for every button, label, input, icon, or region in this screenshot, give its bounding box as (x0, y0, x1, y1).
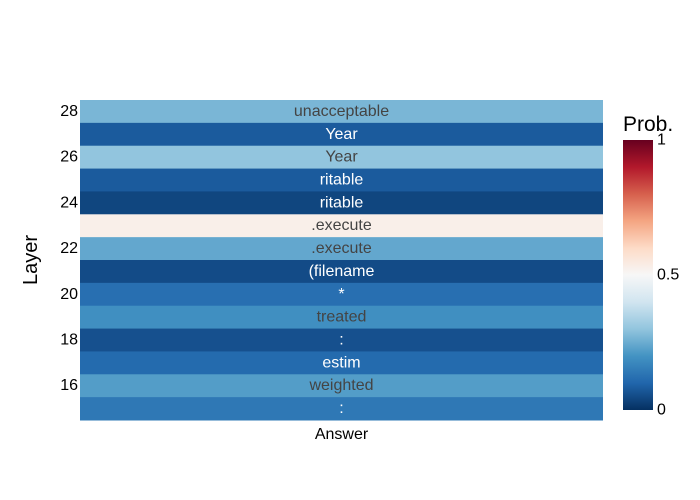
heatmap-cell (80, 145, 603, 170)
cell-label: estim (322, 354, 360, 371)
cell-label: : (339, 400, 343, 417)
colorbar-tick-label: 0 (657, 402, 666, 419)
heatmap-cell (80, 191, 603, 215)
heatmap-cell (80, 305, 603, 330)
colorbar: Prob. 00.51 (623, 113, 679, 419)
heatmap-cell (80, 374, 603, 398)
colorbar-gradient (623, 140, 653, 410)
cell-label: .execute (311, 240, 372, 257)
cell-label: Year (325, 126, 358, 143)
cell-label: (filename (309, 263, 375, 280)
heatmap-cell (80, 168, 603, 192)
y-axis-title: Layer (20, 235, 42, 285)
heatmap-cells: unacceptable Year Year ritable ritable .execu… (80, 100, 603, 421)
y-tick-label: 18 (60, 332, 78, 349)
cell-label: weighted (308, 377, 373, 394)
heatmap-cell (80, 351, 603, 375)
heatmap-cell (80, 328, 603, 352)
cell-label: : (339, 332, 343, 349)
y-tick-label: 26 (60, 149, 78, 166)
y-tick-label: 22 (60, 240, 78, 257)
heatmap-cell (80, 260, 603, 284)
x-axis-ticks: Answer (315, 426, 369, 443)
cell-label: .execute (311, 217, 372, 234)
heatmap-cell (80, 122, 603, 147)
colorbar-tick-label: 0.5 (657, 267, 679, 284)
y-tick-label: 16 (60, 377, 78, 394)
cell-label: ritable (320, 194, 364, 211)
colorbar-ticks: 00.51 (657, 132, 679, 419)
cell-label: ritable (320, 172, 364, 189)
cell-label: * (338, 286, 344, 303)
colorbar-tick-label: 1 (657, 132, 666, 149)
y-tick-label: 24 (60, 194, 78, 211)
y-axis-ticks: 28 26 24 22 20 18 16 (60, 103, 78, 394)
cell-label: unacceptable (294, 103, 389, 120)
cell-label: Year (325, 149, 358, 166)
heatmap-cell (80, 100, 603, 124)
heatmap-cell (80, 282, 603, 307)
x-tick-label: Answer (315, 426, 369, 443)
heatmap-cell (80, 397, 603, 421)
colorbar-title: Prob. (623, 113, 673, 136)
y-tick-label: 20 (60, 286, 78, 303)
y-tick-label: 28 (60, 103, 78, 120)
cell-label: treated (317, 309, 367, 326)
heatmap-cell (80, 237, 603, 261)
heatmap-cell (80, 214, 603, 238)
